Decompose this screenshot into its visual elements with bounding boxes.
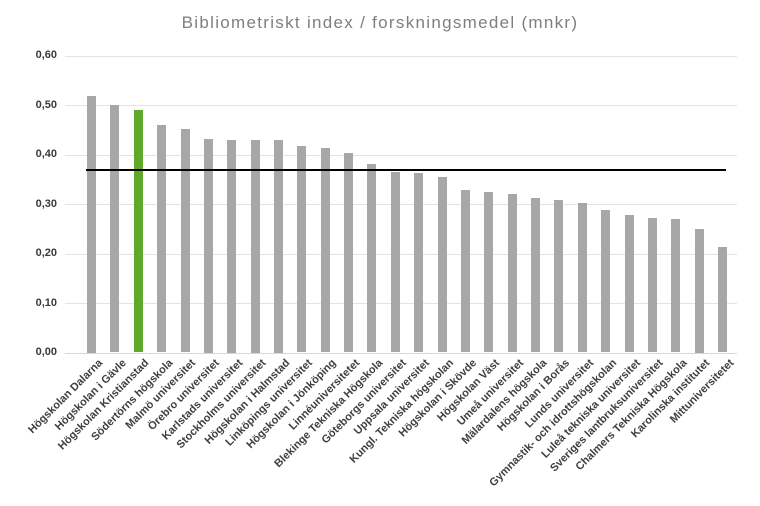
- bar: [671, 218, 681, 353]
- y-axis-tick-label: 0,10: [35, 297, 57, 309]
- y-axis-tick-label: 0,30: [35, 198, 57, 210]
- bar: [367, 163, 377, 353]
- gridline: [65, 105, 737, 106]
- y-axis-tick-label: 0,50: [35, 99, 57, 111]
- bar: [577, 203, 587, 353]
- bar: [227, 140, 237, 353]
- bar: [110, 105, 120, 353]
- y-axis-tick-label: 0,40: [35, 148, 57, 160]
- x-axis-category-label: Högskolan Kristianstad: [56, 357, 152, 453]
- bar: [344, 153, 354, 353]
- bar: [507, 194, 517, 353]
- bar-highlighted: [133, 110, 143, 353]
- bar: [414, 172, 424, 353]
- bar: [437, 176, 447, 353]
- bar: [554, 200, 564, 353]
- bar: [624, 214, 634, 353]
- bar: [87, 95, 96, 353]
- chart-title: Bibliometriskt index / forskningsmedel (…: [181, 13, 579, 32]
- bar: [157, 125, 167, 353]
- bar: [460, 190, 470, 353]
- bar: [274, 140, 283, 353]
- x-axis-line: [65, 353, 737, 354]
- bar: [601, 209, 611, 353]
- bar: [320, 148, 330, 353]
- bar: [203, 139, 213, 353]
- reference-line: [86, 168, 726, 171]
- gridline: [65, 254, 737, 255]
- gridline: [65, 303, 737, 304]
- y-axis-tick-label: 0,60: [35, 49, 57, 61]
- bar: [180, 129, 190, 353]
- y-axis-tick-label: 0,20: [35, 247, 57, 259]
- bar: [484, 192, 494, 353]
- bar: [718, 247, 727, 353]
- bar: [694, 228, 704, 353]
- gridline: [65, 56, 737, 57]
- bar: [250, 140, 260, 353]
- y-axis-tick-label: 0,00: [35, 346, 57, 358]
- bar: [390, 172, 400, 353]
- bar: [531, 198, 540, 353]
- gridline: [65, 204, 737, 205]
- bar: [297, 145, 307, 353]
- gridline: [65, 155, 737, 156]
- bar: [647, 217, 657, 353]
